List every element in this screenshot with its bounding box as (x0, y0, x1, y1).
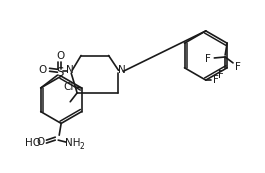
Text: 2: 2 (80, 142, 84, 151)
Text: F: F (205, 54, 211, 64)
Text: NH: NH (65, 138, 81, 148)
Text: O: O (38, 65, 47, 75)
Text: F: F (235, 62, 241, 72)
Text: O: O (56, 51, 64, 61)
Text: N: N (66, 65, 74, 75)
Text: F: F (218, 70, 224, 80)
Text: F: F (213, 75, 219, 85)
Text: HO: HO (25, 138, 41, 148)
Text: S: S (57, 66, 64, 79)
Text: Cl: Cl (64, 82, 74, 92)
Text: O: O (36, 137, 45, 147)
Text: N: N (117, 65, 125, 75)
